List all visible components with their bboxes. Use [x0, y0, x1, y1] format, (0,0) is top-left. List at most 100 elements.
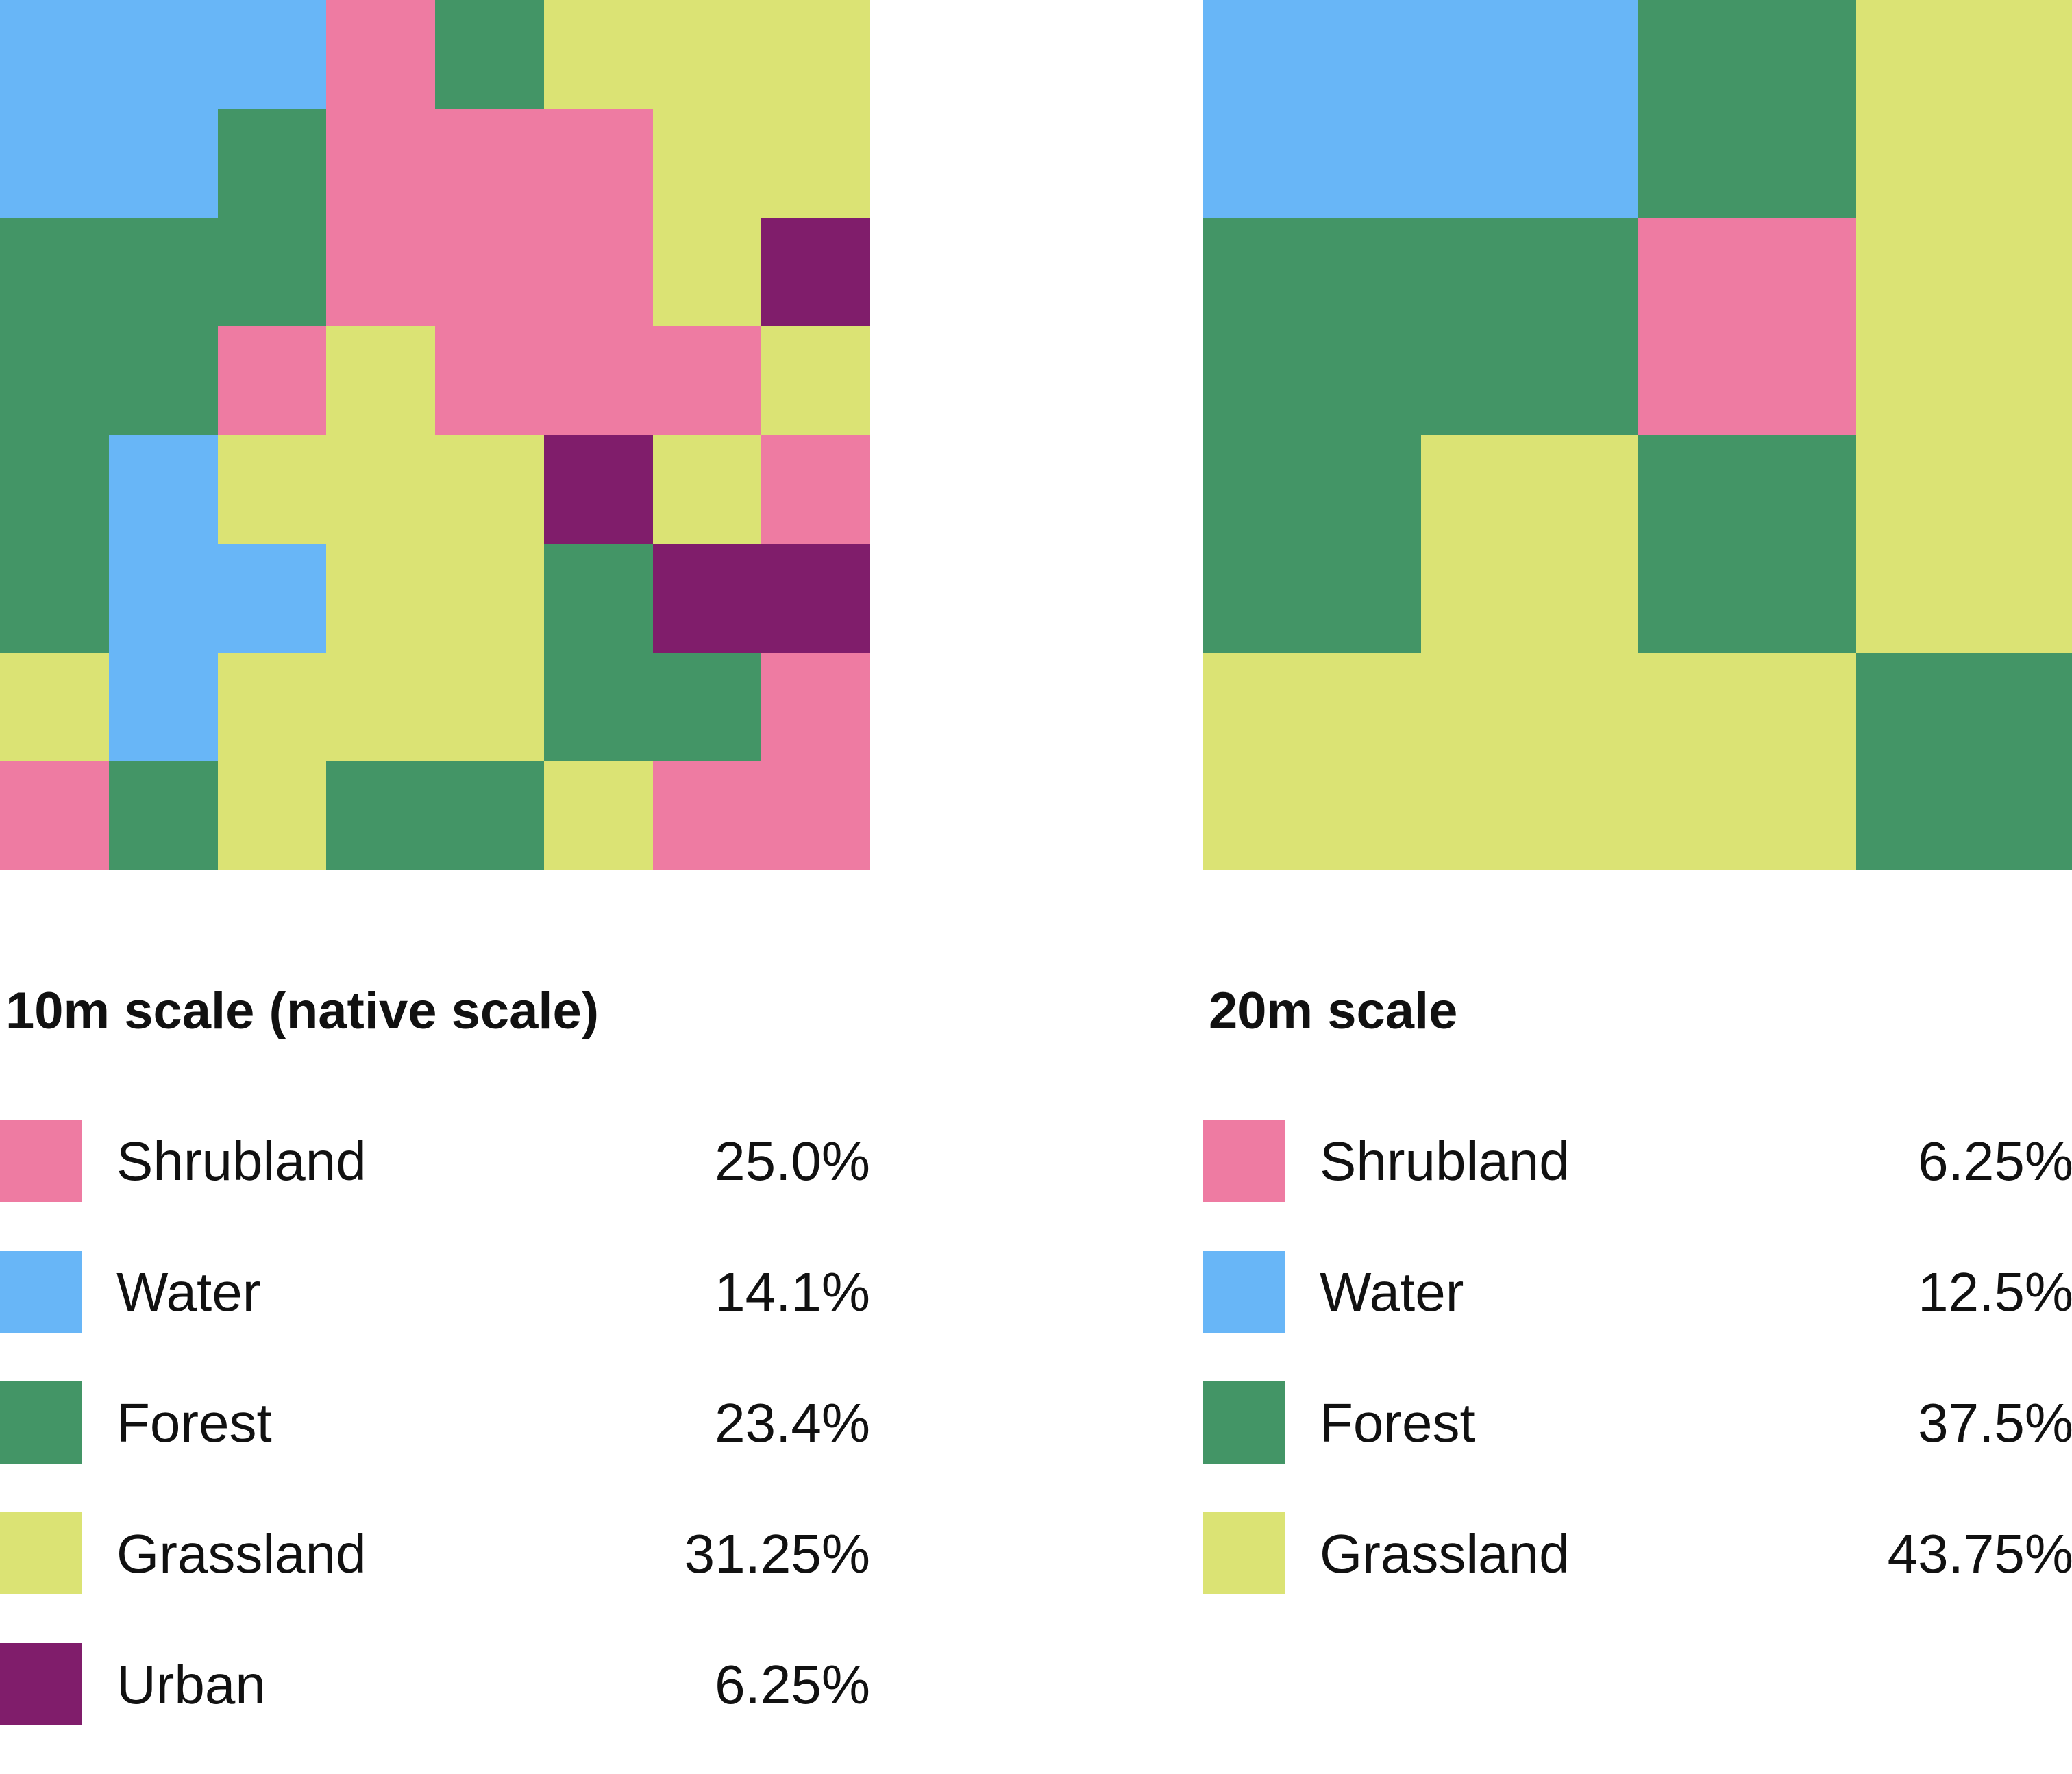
legend-row-grassland: Grassland 31.25% — [0, 1512, 870, 1594]
grid-cell-forest — [0, 218, 109, 327]
grid-cell-forest — [326, 761, 435, 870]
grid-cell-forest — [653, 653, 762, 762]
grid-cell-grassland — [761, 109, 870, 218]
grid-cell-grassland — [653, 435, 762, 544]
grid-cell-shrubland — [653, 761, 762, 870]
grid-cell-grassland — [544, 761, 653, 870]
grid-cell-forest — [1856, 653, 2072, 871]
grid-cell-grassland — [0, 653, 109, 762]
grid-cell-shrubland — [218, 326, 327, 435]
grid-cell-grassland — [326, 544, 435, 653]
legend-value: 12.5% — [1918, 1263, 2072, 1322]
grid-cell-water — [218, 544, 327, 653]
grid-cell-grassland — [1638, 653, 1856, 871]
grid-cell-urban — [544, 435, 653, 544]
panel-title-20m: 20m scale — [1209, 981, 1457, 1041]
swatch-forest — [0, 1381, 82, 1464]
legend-20m: Shrubland 6.25% Water 12.5% Forest 37.5%… — [1203, 1120, 2072, 1643]
panel-title-10m: 10m scale (native scale) — [5, 981, 599, 1041]
panel-20m: 20m scale Shrubland 6.25% Water 12.5% Fo… — [1203, 0, 2072, 1754]
legend-label: Grassland — [116, 1525, 367, 1584]
grid-cell-grassland — [326, 326, 435, 435]
grid-cell-water — [109, 109, 218, 218]
swatch-grassland — [0, 1512, 82, 1594]
legend-label: Shrubland — [1320, 1132, 1570, 1191]
grid-cell-grassland — [653, 218, 762, 327]
grid-cell-grassland — [218, 761, 327, 870]
legend-label: Shrubland — [116, 1132, 367, 1191]
grid-cell-forest — [218, 218, 327, 327]
legend-label: Grassland — [1320, 1525, 1570, 1584]
legend-value: 6.25% — [1918, 1132, 2072, 1191]
grid-cell-forest — [109, 761, 218, 870]
grid-cell-water — [109, 544, 218, 653]
grid-cell-water — [1421, 0, 1639, 218]
grid-cell-grassland — [1856, 218, 2072, 436]
grid-cell-forest — [435, 761, 544, 870]
grid-cell-water — [109, 435, 218, 544]
grid-cell-shrubland — [761, 761, 870, 870]
grid-cell-forest — [1203, 435, 1421, 653]
grid-cell-forest — [435, 0, 544, 109]
legend-label: Water — [116, 1263, 260, 1322]
grid-cell-grassland — [1421, 435, 1639, 653]
grid-cell-forest — [1203, 218, 1421, 436]
grid-cell-forest — [544, 544, 653, 653]
swatch-grassland — [1203, 1512, 1285, 1594]
swatch-urban — [0, 1643, 82, 1725]
grid-cell-shrubland — [544, 326, 653, 435]
grid-cell-water — [0, 109, 109, 218]
grid-cell-forest — [109, 218, 218, 327]
swatch-forest — [1203, 1381, 1285, 1464]
legend-value: 25.0% — [715, 1132, 870, 1191]
legend-10m: Shrubland 25.0% Water 14.1% Forest 23.4%… — [0, 1120, 870, 1774]
grid-cell-forest — [109, 326, 218, 435]
grid-cell-water — [1203, 0, 1421, 218]
grid-cell-forest — [0, 326, 109, 435]
grid-cell-shrubland — [1638, 218, 1856, 436]
grid-cell-forest — [1638, 0, 1856, 218]
grid-cell-grassland — [1421, 653, 1639, 871]
legend-row-shrubland: Shrubland 6.25% — [1203, 1120, 2072, 1202]
grid-cell-shrubland — [435, 218, 544, 327]
grid-cell-shrubland — [653, 326, 762, 435]
swatch-shrubland — [0, 1120, 82, 1202]
grid-cell-shrubland — [761, 653, 870, 762]
legend-value: 6.25% — [715, 1655, 870, 1714]
grid-cell-grassland — [1856, 435, 2072, 653]
grid-cell-water — [218, 0, 327, 109]
grid-cell-grassland — [653, 109, 762, 218]
swatch-water — [1203, 1251, 1285, 1333]
grid-cell-grassland — [326, 435, 435, 544]
legend-row-urban: Urban 6.25% — [0, 1643, 870, 1725]
grid-cell-water — [109, 653, 218, 762]
grid-cell-shrubland — [326, 109, 435, 218]
grid-cell-forest — [1638, 435, 1856, 653]
grid-cell-grassland — [1856, 0, 2072, 218]
grid-cell-urban — [653, 544, 762, 653]
grid-cell-grassland — [435, 544, 544, 653]
legend-label: Urban — [116, 1655, 266, 1714]
legend-value: 37.5% — [1918, 1394, 2072, 1453]
legend-row-forest: Forest 37.5% — [1203, 1381, 2072, 1464]
grid-cell-forest — [0, 435, 109, 544]
grid-cell-shrubland — [544, 218, 653, 327]
grid-cell-forest — [1421, 218, 1639, 436]
grid-cell-grassland — [1203, 653, 1421, 871]
legend-row-water: Water 12.5% — [1203, 1251, 2072, 1333]
legend-value: 43.75% — [1888, 1525, 2072, 1584]
grid-cell-shrubland — [544, 109, 653, 218]
grid-cell-grassland — [761, 326, 870, 435]
grid-cell-forest — [544, 653, 653, 762]
grid-cell-shrubland — [761, 435, 870, 544]
legend-row-grassland: Grassland 43.75% — [1203, 1512, 2072, 1594]
swatch-shrubland — [1203, 1120, 1285, 1202]
legend-value: 23.4% — [715, 1394, 870, 1453]
grid-cell-shrubland — [326, 0, 435, 109]
grid-cell-grassland — [435, 435, 544, 544]
swatch-water — [0, 1251, 82, 1333]
grid-cell-shrubland — [326, 218, 435, 327]
legend-label: Water — [1320, 1263, 1464, 1322]
grid-cell-grassland — [653, 0, 762, 109]
panel-10m: 10m scale (native scale) Shrubland 25.0%… — [0, 0, 870, 1754]
